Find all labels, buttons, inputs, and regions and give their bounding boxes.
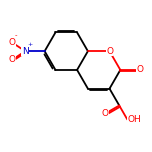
Text: N: N <box>22 47 29 56</box>
Text: O: O <box>136 65 143 74</box>
Text: OH: OH <box>127 115 141 124</box>
Text: -: - <box>15 32 17 38</box>
Text: O: O <box>106 47 113 56</box>
Text: O: O <box>9 38 16 47</box>
Text: O: O <box>102 109 109 118</box>
Text: O: O <box>9 55 16 64</box>
Text: +: + <box>28 42 33 47</box>
